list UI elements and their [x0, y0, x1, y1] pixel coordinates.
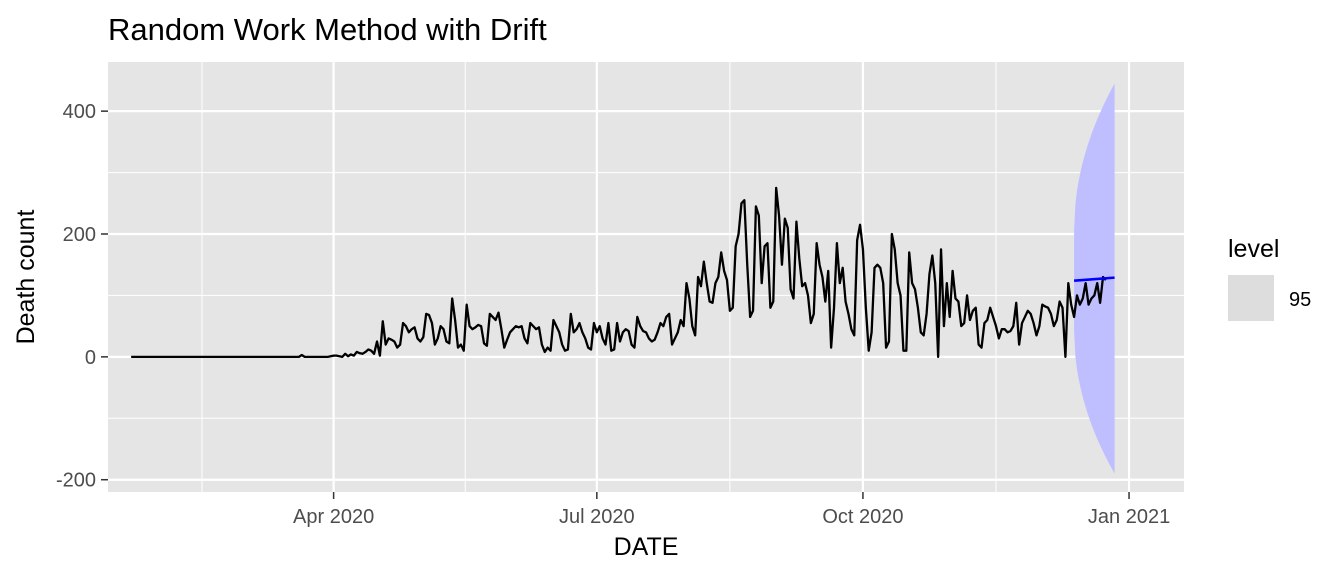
y-axis-title: Death count [12, 210, 40, 345]
y-tick-label: 400 [63, 101, 96, 123]
legend-label: 95 [1289, 289, 1311, 311]
y-tick-label: -200 [56, 470, 96, 492]
legend: level 95 [1228, 235, 1311, 321]
y-tick-label: 0 [85, 347, 96, 369]
x-axis-ticks: Apr 2020 Jul 2020 Oct 2020 Jan 2021 [293, 492, 1170, 528]
y-tick-label: 200 [63, 224, 96, 246]
legend-key [1228, 275, 1274, 321]
x-tick-label: Oct 2020 [822, 506, 903, 528]
x-tick-label: Jul 2020 [559, 506, 635, 528]
y-axis-ticks: -200 0 200 400 [56, 101, 108, 492]
minor-gridlines [108, 62, 1184, 492]
observed-series-line [131, 186, 1107, 359]
legend-title: level [1228, 235, 1279, 263]
x-axis-title: DATE [614, 533, 679, 561]
x-tick-label: Apr 2020 [293, 506, 374, 528]
chart-title: Random Work Method with Drift [108, 12, 547, 47]
x-tick-label: Jan 2021 [1088, 506, 1170, 528]
forecast-series-line [1073, 276, 1115, 282]
plot-panel [108, 62, 1184, 492]
major-gridlines [108, 62, 1184, 492]
